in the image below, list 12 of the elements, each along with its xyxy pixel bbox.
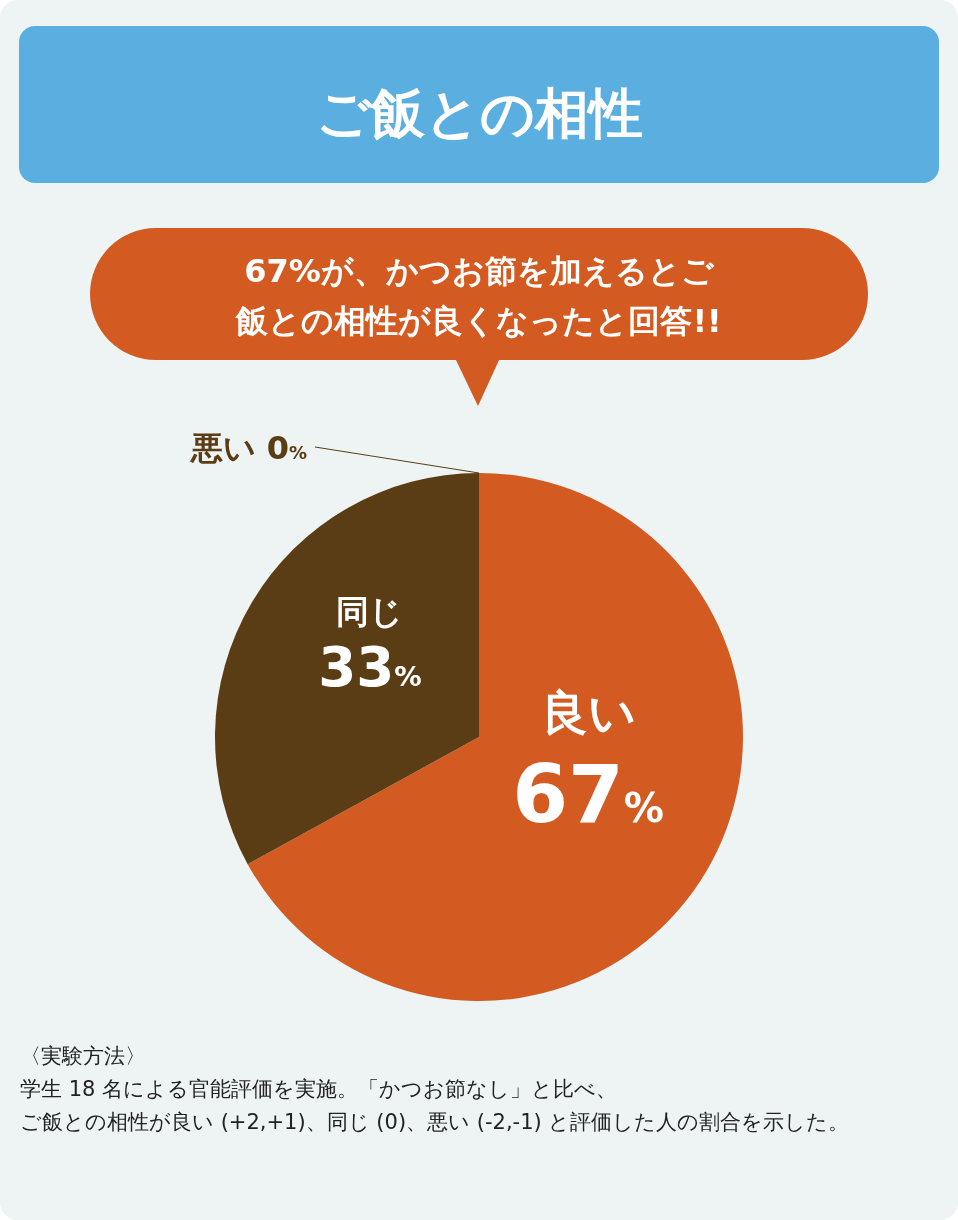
data-label: 33% xyxy=(318,635,422,700)
slice-label: 同じ xyxy=(336,592,404,632)
text: 〈実験方法〉 xyxy=(20,1044,146,1068)
pie-slice xyxy=(247,473,743,1001)
text: 0% xyxy=(266,429,307,467)
chart-subtitle: 67%が、かつお節を加えるとご飯との相性が良くなったと回答!! xyxy=(235,252,722,340)
chart-title: ご飯との相性 xyxy=(315,82,643,145)
text: ご飯との相性が良い (+2,+1)、同じ (0)、悪い (-2,-1) と評価した人の割合を示した。 xyxy=(20,1110,850,1134)
data-label: 67% xyxy=(512,747,665,841)
slice-label: 良い xyxy=(540,686,636,741)
text: 学生 18 名による官能評価を実施。「かつお節なし」と比べ、 xyxy=(20,1077,618,1101)
category-label: 悪い xyxy=(190,429,256,467)
